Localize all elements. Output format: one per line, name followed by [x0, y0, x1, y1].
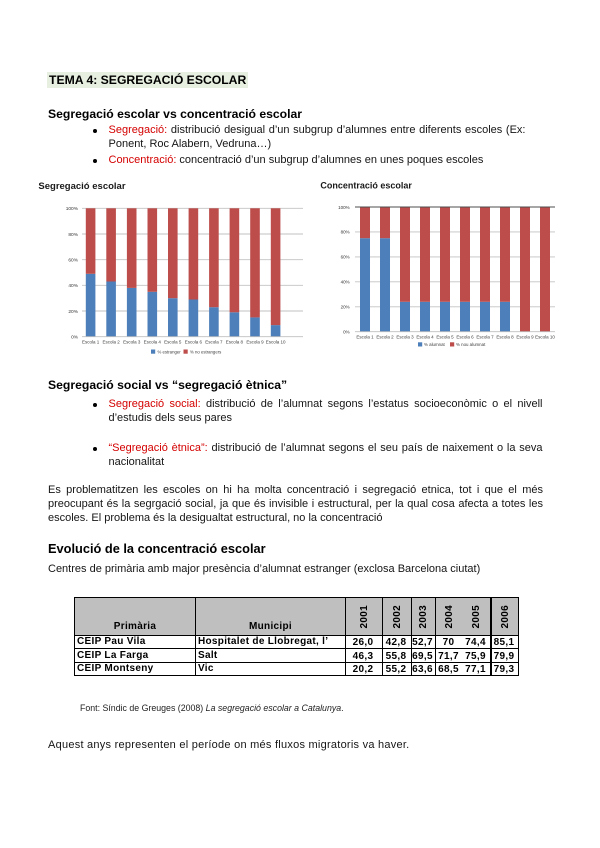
- svg-text:% nou alumnat: % nou alumnat: [456, 342, 486, 347]
- svg-text:Escola 2: Escola 2: [376, 335, 394, 340]
- svg-text:Escola 10: Escola 10: [535, 335, 555, 340]
- svg-text:0%: 0%: [71, 335, 79, 341]
- svg-text:Escola 9: Escola 9: [516, 335, 534, 340]
- svg-text:Escola 5: Escola 5: [164, 340, 182, 345]
- svg-text:Escola 2: Escola 2: [102, 340, 120, 345]
- svg-text:Escola 4: Escola 4: [416, 335, 434, 340]
- svg-text:Segregació escolar: Segregació escolar: [38, 181, 125, 192]
- svg-text:100%: 100%: [338, 205, 350, 210]
- svg-text:Escola 1: Escola 1: [356, 335, 374, 340]
- svg-text:60%: 60%: [68, 258, 78, 264]
- svg-text:80%: 80%: [341, 230, 350, 235]
- svg-text:20%: 20%: [68, 309, 78, 315]
- svg-text:0%: 0%: [343, 330, 350, 335]
- svg-text:20%: 20%: [341, 305, 350, 310]
- svg-text:Escola 9: Escola 9: [246, 340, 264, 345]
- svg-text:100%: 100%: [66, 206, 79, 212]
- svg-text:Escola 10: Escola 10: [266, 340, 286, 345]
- svg-text:Escola 4: Escola 4: [144, 340, 162, 345]
- svg-text:Concentració escolar: Concentració escolar: [320, 181, 412, 191]
- svg-text:Escola 5: Escola 5: [436, 335, 454, 340]
- svg-text:Escola 8: Escola 8: [496, 335, 514, 340]
- svg-text:Escola 8: Escola 8: [226, 340, 244, 345]
- svg-text:Escola 3: Escola 3: [123, 340, 141, 345]
- svg-text:Escola 7: Escola 7: [205, 340, 223, 345]
- svg-text:% alumnat: % alumnat: [424, 342, 446, 347]
- svg-text:Escola 6: Escola 6: [185, 340, 203, 345]
- svg-text:% no estrangers: % no estrangers: [190, 349, 221, 354]
- svg-text:80%: 80%: [68, 232, 78, 238]
- svg-text:40%: 40%: [341, 280, 350, 285]
- svg-text:Escola 6: Escola 6: [456, 335, 474, 340]
- svg-text:% estranger: % estranger: [158, 349, 182, 354]
- svg-text:Escola 3: Escola 3: [396, 335, 414, 340]
- svg-text:60%: 60%: [341, 255, 350, 260]
- svg-text:Escola 7: Escola 7: [476, 335, 494, 340]
- svg-text:40%: 40%: [68, 283, 78, 289]
- svg-text:Escola 1: Escola 1: [82, 340, 100, 345]
